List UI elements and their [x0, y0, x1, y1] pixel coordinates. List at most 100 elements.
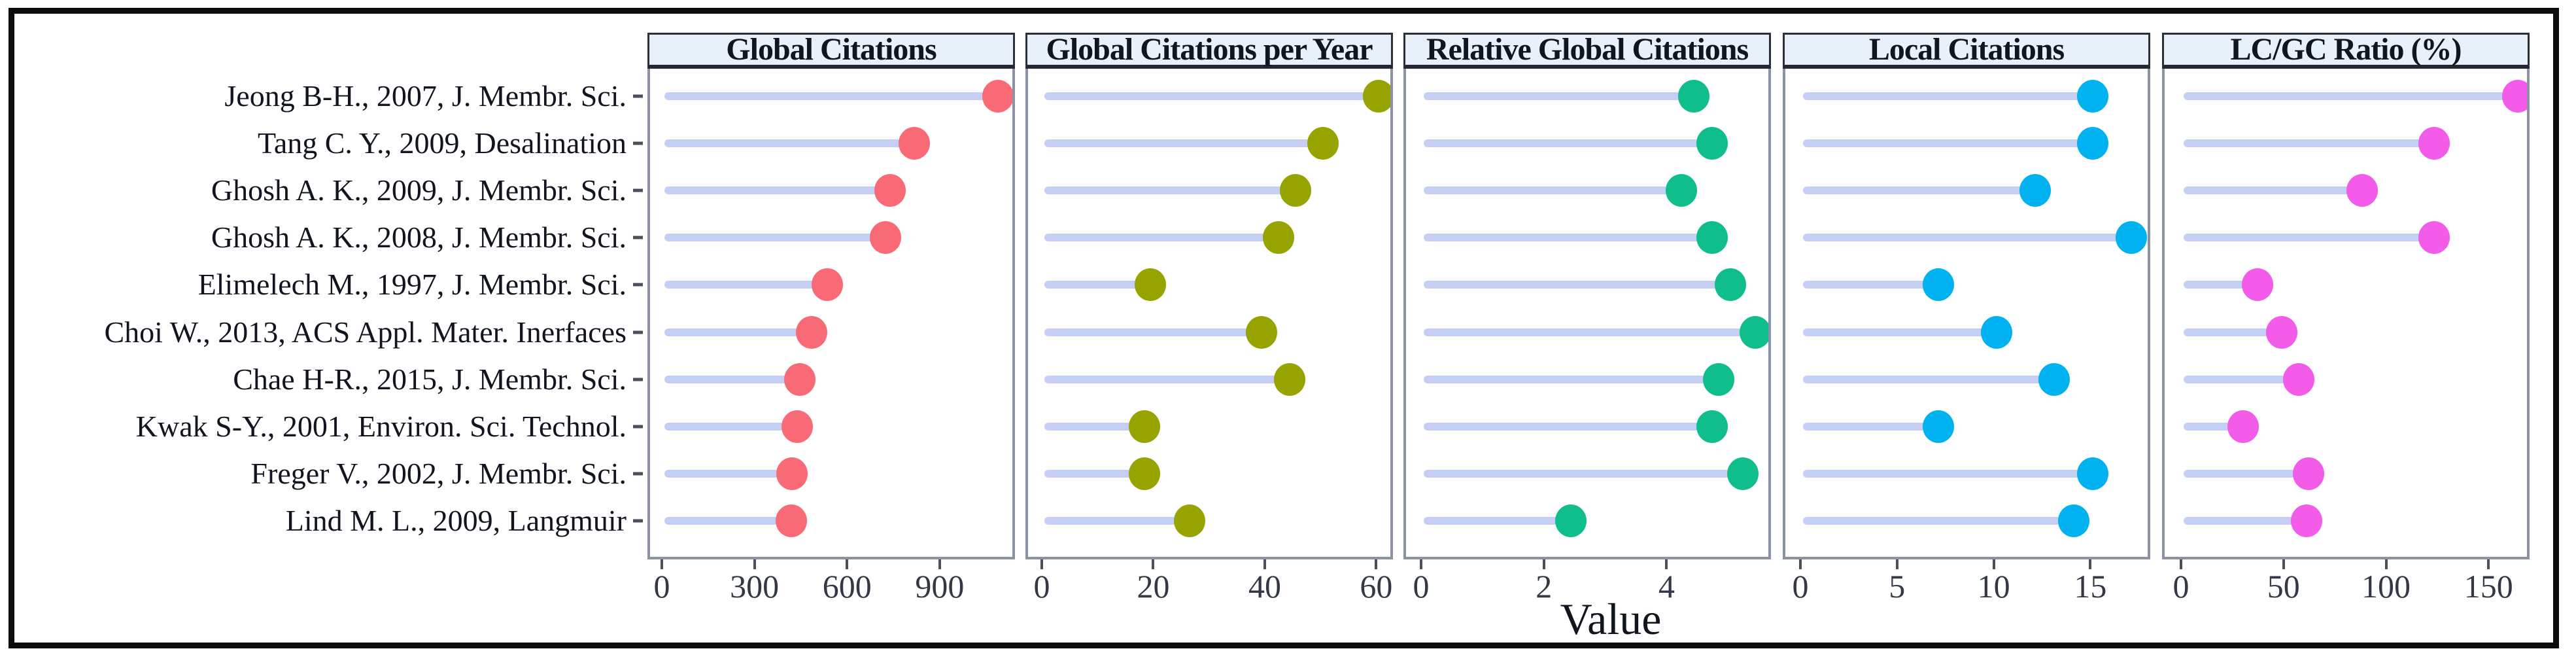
- y-axis-label: Elimelech M., 1997, J. Membr. Sci.: [197, 268, 627, 302]
- lollipop-stem: [1044, 469, 1145, 478]
- x-axis-title: Value: [1560, 594, 1662, 644]
- y-axis-label: Ghosh A. K., 2009, J. Membr. Sci.: [211, 173, 627, 207]
- data-point: [1677, 80, 1709, 113]
- data-point: [2116, 221, 2148, 255]
- lollipop-stem: [1424, 328, 1755, 336]
- data-point: [2293, 457, 2325, 490]
- lollipop-stem: [1044, 92, 1379, 100]
- lollipop-stem: [1424, 469, 1743, 478]
- x-axis-tick: [938, 559, 941, 569]
- data-point: [1702, 362, 1734, 396]
- lollipop-stem: [1803, 281, 1938, 289]
- data-point: [1279, 174, 1311, 207]
- lollipop-stem: [1044, 139, 1324, 148]
- data-point: [2346, 174, 2378, 207]
- facet-strip-title: Global Citations per Year: [1046, 32, 1373, 67]
- data-point: [899, 127, 931, 160]
- data-point: [1696, 221, 1728, 255]
- data-point: [2057, 504, 2089, 537]
- x-axis-tick-label: 4: [1658, 568, 1675, 605]
- y-axis-tick: [633, 472, 643, 476]
- lollipop-stem: [664, 328, 812, 336]
- data-point: [1129, 410, 1161, 443]
- x-axis-tick-label: 40: [1248, 568, 1281, 605]
- lollipop-stem: [1044, 234, 1279, 242]
- lollipop-stem: [1424, 234, 1713, 242]
- panel-plot-area: [1403, 69, 1771, 559]
- data-point: [776, 457, 808, 490]
- lollipop-stem: [1803, 186, 2035, 195]
- x-axis-tick-label: 10: [1977, 568, 2010, 605]
- y-axis-tick: [633, 141, 643, 145]
- lollipop-stem: [1044, 328, 1262, 336]
- y-axis-label: Kwak S-Y., 2001, Environ. Sci. Technol.: [135, 409, 627, 443]
- facet-strip: Relative Global Citations: [1403, 33, 1771, 69]
- data-point: [1696, 127, 1728, 160]
- data-point: [2227, 410, 2259, 443]
- data-point: [811, 268, 843, 302]
- y-axis-tick: [633, 519, 643, 523]
- x-axis-tick: [1542, 559, 1545, 569]
- x-axis-tick-label: 0: [653, 568, 670, 605]
- facet-strip: LC/GC Ratio (%): [2162, 33, 2530, 69]
- x-axis-tick-label: 5: [1889, 568, 1906, 605]
- y-axis-label: Choi W., 2013, ACS Appl. Mater. Inerface…: [104, 315, 627, 349]
- x-axis-tick-label: 60: [1360, 568, 1393, 605]
- data-point: [1696, 410, 1728, 443]
- lollipop-stem: [664, 92, 998, 100]
- lollipop-stem: [1424, 516, 1571, 525]
- x-axis-tick: [2282, 559, 2285, 569]
- facet-strip: Global Citations per Year: [1025, 33, 1393, 69]
- y-axis-tick: [633, 283, 643, 287]
- lollipop-stem: [1803, 375, 2055, 383]
- x-axis-tick: [1799, 559, 1802, 569]
- x-axis-tick: [2180, 559, 2182, 569]
- facet-strip: Global Citations: [647, 33, 1015, 69]
- x-axis-tick: [1420, 559, 1422, 569]
- x-axis-tick-label: 0: [1792, 568, 1809, 605]
- facet-strip-title: Global Citations: [726, 32, 936, 67]
- data-point: [783, 362, 816, 396]
- lollipop-stem: [1424, 375, 1719, 383]
- y-axis-tick: [633, 236, 643, 239]
- y-axis-label: Jeong B-H., 2007, J. Membr. Sci.: [224, 79, 627, 113]
- lollipop-stem: [2184, 328, 2282, 336]
- data-point: [2038, 362, 2070, 396]
- panel-plot-area: [1025, 69, 1393, 559]
- y-axis-label: Freger V., 2002, J. Membr. Sci.: [250, 456, 627, 490]
- data-point: [2502, 80, 2527, 113]
- x-axis-tick-label: 50: [2267, 568, 2300, 605]
- lollipop-stem: [2184, 139, 2434, 148]
- lollipop-stem: [2184, 469, 2309, 478]
- lollipop-stem: [1044, 516, 1190, 525]
- x-axis-tick-label: 300: [730, 568, 780, 605]
- data-point: [1134, 268, 1166, 302]
- data-point: [1173, 504, 1205, 537]
- x-axis-tick-label: 900: [915, 568, 965, 605]
- x-axis-tick-label: 20: [1137, 568, 1170, 605]
- lollipop-stem: [664, 281, 827, 289]
- lollipop-stem: [2184, 516, 2307, 525]
- facet-strip-title: LC/GC Ratio (%): [2230, 32, 2462, 67]
- lollipop-stem: [1044, 186, 1296, 195]
- data-point: [775, 504, 807, 537]
- y-axis-labels: Jeong B-H., 2007, J. Membr. Sci. Tang C. …: [0, 0, 643, 670]
- data-point: [1363, 80, 1390, 113]
- panel-plot-area: [1783, 69, 2150, 559]
- lollipop-stem: [664, 469, 793, 478]
- x-axis-tick-label: 2: [1536, 568, 1553, 605]
- lollipop-stem: [1424, 186, 1682, 195]
- x-axis-tick: [2487, 559, 2490, 569]
- data-point: [2418, 127, 2450, 160]
- x-axis-tick: [1665, 559, 1668, 569]
- x-axis-tick-label: 0: [1413, 568, 1430, 605]
- panel-plot-area: [2162, 69, 2530, 559]
- panel-plot-area: [647, 69, 1015, 559]
- lollipop-stem: [2184, 281, 2258, 289]
- data-point: [1246, 315, 1278, 349]
- data-point: [1980, 315, 2012, 349]
- x-axis-tick: [1992, 559, 1995, 569]
- lollipop-stem: [1803, 92, 2093, 100]
- facet-strip-title: Relative Global Citations: [1426, 32, 1749, 67]
- lollipop-stem: [664, 186, 890, 195]
